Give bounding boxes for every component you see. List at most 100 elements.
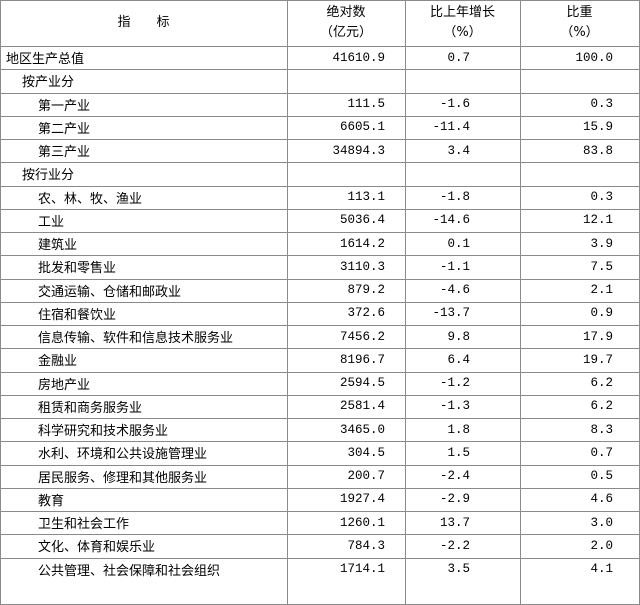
group-title: 按行业分 (22, 168, 75, 184)
row-label: 科学研究和技术服务业 (38, 424, 169, 440)
row-value: 3.5 (447, 562, 470, 577)
row-label: 工业 (38, 214, 65, 230)
row-value: 3.0 (590, 515, 613, 530)
row-line (0, 186, 640, 187)
row-line (0, 395, 640, 396)
row-value: -1.8 (439, 190, 470, 205)
row-line (0, 116, 640, 117)
border (0, 0, 640, 1)
row-label: 住宿和餐饮业 (38, 307, 117, 323)
row-value: 3110.3 (339, 259, 385, 274)
header-absolute-unit: （亿元） (319, 25, 372, 40)
row-label: 文化、体育和娱乐业 (38, 540, 156, 556)
column-line (520, 0, 521, 605)
row-line (0, 372, 640, 373)
row-value: 6.4 (447, 352, 470, 367)
row-value: 879.2 (347, 283, 385, 298)
row-value: 0.7 (590, 445, 613, 460)
row-value: 2594.5 (339, 376, 385, 391)
row-line (0, 209, 640, 210)
row-line (0, 279, 640, 280)
header-growth: 比上年增长 (429, 5, 495, 20)
row-label: 批发和零售业 (38, 261, 117, 277)
column-line (405, 0, 406, 605)
row-line (0, 348, 640, 349)
row-value: -2.9 (439, 492, 470, 507)
row-value: 0.3 (590, 97, 613, 112)
row-value: 83.8 (582, 143, 613, 158)
row-line (0, 255, 640, 256)
row-value: 200.7 (347, 469, 385, 484)
row-value: 6.2 (590, 376, 613, 391)
row-line (0, 511, 640, 512)
row-value: -11.4 (432, 120, 470, 135)
row-value: 100.0 (575, 50, 613, 65)
row-line (0, 465, 640, 466)
row-value: 34894.3 (332, 143, 385, 158)
row-value: 113.1 (347, 190, 385, 205)
row-line (0, 162, 640, 163)
row-value: 6.2 (590, 399, 613, 414)
row-value: 3.4 (447, 143, 470, 158)
row-value: 41610.9 (332, 50, 385, 65)
row-value: 17.9 (582, 329, 613, 344)
row-line (0, 325, 640, 326)
row-value: 15.9 (582, 120, 613, 135)
row-value: 111.5 (347, 97, 385, 112)
row-value: 4.6 (590, 492, 613, 507)
row-value: 1614.2 (339, 236, 385, 251)
row-value: 1.8 (447, 422, 470, 437)
row-value: 2.1 (590, 283, 613, 298)
row-value: -1.2 (439, 376, 470, 391)
row-value: 8.3 (590, 422, 613, 437)
column-line (0, 0, 1, 605)
row-line (0, 441, 640, 442)
row-value: 784.3 (347, 538, 385, 553)
row-line (0, 93, 640, 94)
row-value: -4.6 (439, 283, 470, 298)
header-share: 比重 (566, 5, 593, 20)
row-line (0, 488, 640, 489)
row-label: 第二产业 (38, 121, 91, 137)
row-value: 13.7 (439, 515, 470, 530)
row-value: -2.2 (439, 538, 470, 553)
header-indicator: 指 标 (117, 15, 170, 30)
row-value: 12.1 (582, 213, 613, 228)
row-label: 居民服务、修理和其他服务业 (38, 470, 208, 486)
row-line (0, 558, 640, 559)
row-value: 0.9 (590, 306, 613, 321)
row-value: -1.1 (439, 259, 470, 274)
row-line (0, 418, 640, 419)
row-value: 1.5 (447, 445, 470, 460)
row-label: 卫生和社会工作 (38, 517, 130, 533)
row-label: 水利、环境和公共设施管理业 (38, 447, 208, 463)
column-line (287, 0, 288, 605)
row-value: 7.5 (590, 259, 613, 274)
row-label: 金融业 (38, 354, 78, 370)
row-value: 6605.1 (339, 120, 385, 135)
row-value: 0.5 (590, 469, 613, 484)
row-value: 4.1 (590, 562, 613, 577)
row-line (0, 302, 640, 303)
row-value: 304.5 (347, 445, 385, 460)
row-value: 7456.2 (339, 329, 385, 344)
group-title: 按产业分 (22, 75, 75, 91)
row-line (0, 139, 640, 140)
row-value: 9.8 (447, 329, 470, 344)
row-value: -2.4 (439, 469, 470, 484)
row-value: 2581.4 (339, 399, 385, 414)
row-value: 0.3 (590, 190, 613, 205)
row-value: -1.3 (439, 399, 470, 414)
row-line (0, 232, 640, 233)
row-value: 2.0 (590, 538, 613, 553)
row-value: 1714.1 (339, 562, 385, 577)
row-label: 教育 (38, 493, 65, 509)
header-share-unit: （%） (560, 25, 599, 40)
row-label: 建筑业 (38, 238, 78, 254)
row-value: 8196.7 (339, 352, 385, 367)
row-value: 0.7 (447, 50, 470, 65)
row-value: 1927.4 (339, 492, 385, 507)
row-line (0, 534, 640, 535)
row-line (0, 46, 640, 47)
